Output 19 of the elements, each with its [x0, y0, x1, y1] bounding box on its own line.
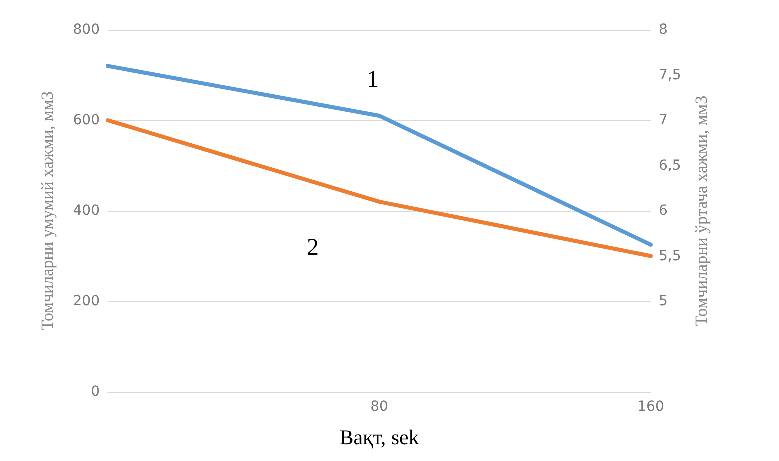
y2-tick-label: 6 — [659, 203, 668, 219]
y2-tick-label: 7,5 — [659, 67, 682, 84]
annotation: 1 — [367, 67, 379, 93]
x-tick-label: 80 — [370, 399, 388, 415]
y2-tick-label: 7 — [659, 112, 668, 128]
y2-tick-label: 8 — [659, 22, 668, 38]
y-tick-label: 400 — [73, 203, 100, 219]
y2-tick-label: 5 — [659, 294, 668, 310]
x-axis-title: Вақт, sek — [340, 426, 420, 450]
y-tick-label: 800 — [73, 22, 100, 38]
y-tick-label: 0 — [91, 384, 100, 400]
y-tick-label: 600 — [73, 112, 100, 128]
y2-tick-label: 6,5 — [659, 158, 682, 174]
annotation: 2 — [307, 235, 319, 261]
y-tick-label: 200 — [73, 294, 100, 310]
x-tick-label: 160 — [638, 399, 664, 415]
y-axis-title: Томчиларни умумий хажми, мм3 — [38, 91, 57, 331]
y2-axis-title: Томчиларни ўртача хажми, мм3 — [692, 96, 711, 326]
y2-tick-label: 5,5 — [659, 248, 682, 264]
